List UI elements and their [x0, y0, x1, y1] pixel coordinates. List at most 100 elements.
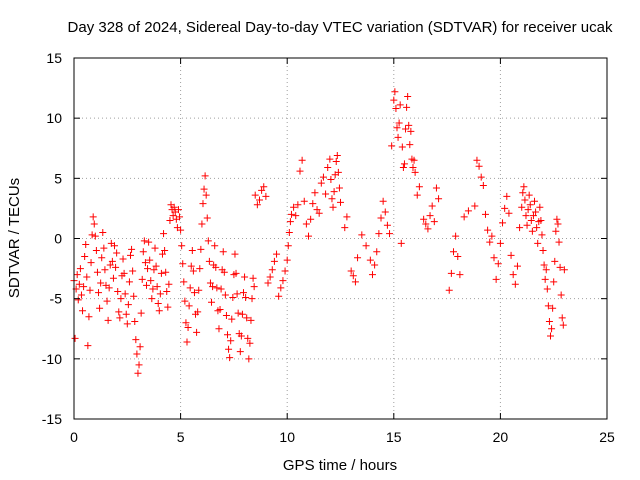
data-point: [232, 269, 240, 277]
data-point: [270, 257, 278, 265]
data-point: [224, 331, 232, 339]
data-point: [392, 105, 400, 113]
data-point: [123, 320, 131, 328]
data-point: [298, 156, 306, 164]
y-tick-label: -10: [42, 351, 62, 367]
data-point: [84, 342, 92, 350]
data-point: [296, 167, 304, 175]
data-point: [185, 302, 193, 310]
data-point: [221, 291, 229, 299]
data-point: [239, 289, 247, 297]
data-point: [205, 257, 213, 265]
data-point: [413, 191, 421, 199]
data-point: [196, 265, 204, 273]
data-point: [136, 343, 144, 351]
data-point: [524, 206, 532, 214]
x-tick-label: 25: [599, 429, 615, 445]
data-point: [544, 302, 552, 310]
data-point: [383, 221, 391, 229]
data-point: [394, 133, 402, 141]
data-point: [186, 284, 194, 292]
data-point: [396, 101, 404, 109]
data-point: [371, 261, 379, 269]
data-point: [248, 295, 256, 303]
data-point: [518, 203, 526, 211]
data-point: [501, 204, 509, 212]
data-point: [551, 257, 559, 265]
data-point: [294, 201, 302, 209]
data-points: [70, 88, 568, 377]
data-point: [174, 206, 182, 214]
plot-frame: [73, 57, 608, 420]
data-point: [195, 286, 203, 294]
data-point: [81, 253, 89, 261]
data-point: [366, 256, 374, 264]
data-point: [393, 124, 401, 132]
data-point: [255, 196, 263, 204]
data-point: [229, 293, 237, 301]
data-point: [335, 184, 343, 192]
data-point: [120, 269, 128, 277]
data-point: [407, 127, 415, 135]
data-point: [377, 214, 385, 222]
data-point: [521, 196, 529, 204]
data-point: [228, 315, 236, 323]
data-point: [279, 277, 287, 285]
data-point: [302, 220, 310, 228]
data-point: [543, 285, 551, 293]
data-point: [122, 310, 130, 318]
data-point: [135, 361, 143, 369]
data-point: [300, 197, 308, 205]
data-point: [134, 369, 142, 377]
data-point: [216, 305, 224, 313]
data-point: [523, 221, 531, 229]
data-point: [488, 232, 496, 240]
data-point: [166, 216, 174, 224]
data-point: [129, 267, 137, 275]
data-point: [528, 227, 536, 235]
data-point: [555, 238, 563, 246]
y-tick-label: -15: [42, 411, 62, 427]
data-point: [445, 286, 453, 294]
data-point: [76, 265, 84, 273]
data-point: [536, 203, 544, 211]
data-point: [157, 269, 165, 277]
data-point: [290, 203, 298, 211]
data-point: [522, 212, 530, 220]
data-point: [237, 332, 245, 340]
data-point: [117, 295, 125, 303]
data-point: [99, 228, 107, 236]
data-point: [402, 125, 410, 133]
data-point: [452, 232, 460, 240]
data-point: [560, 266, 568, 274]
data-point: [225, 345, 233, 353]
data-point: [315, 209, 323, 217]
data-point: [88, 231, 96, 239]
data-point: [187, 262, 195, 270]
data-point: [540, 261, 548, 269]
data-point: [358, 231, 366, 239]
data-point: [193, 328, 201, 336]
data-point: [73, 271, 81, 279]
grid-lines: [74, 58, 607, 419]
data-point: [141, 259, 149, 267]
data-point: [138, 275, 146, 283]
data-point: [539, 247, 547, 255]
data-point: [206, 279, 214, 287]
data-point: [198, 220, 206, 228]
data-point: [170, 203, 178, 211]
axis-ticks: 0 5 10 15 20 25 -15 -10 -5 0 5 10 15: [42, 50, 615, 445]
data-point: [180, 278, 188, 286]
data-point: [460, 213, 468, 221]
data-point: [142, 281, 150, 289]
data-point: [253, 201, 261, 209]
x-tick-label: 10: [279, 429, 295, 445]
data-point: [105, 284, 113, 292]
data-point: [381, 208, 389, 216]
data-point: [153, 283, 161, 291]
data-point: [532, 208, 540, 216]
data-point: [349, 272, 357, 280]
data-point: [477, 173, 485, 181]
data-point: [388, 142, 396, 150]
data-point: [95, 289, 103, 297]
